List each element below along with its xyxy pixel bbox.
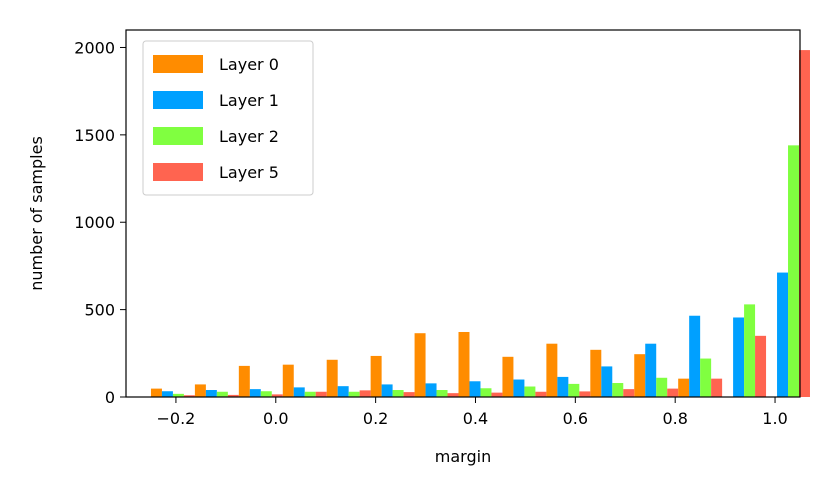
y-tick-label: 0 (105, 388, 115, 407)
bar-layer-0-bin-12 (678, 378, 690, 397)
y-tick-label: 1500 (74, 126, 115, 145)
bar-layer-1-bin-4 (337, 386, 349, 397)
bar-layer-5-bin-2 (271, 394, 283, 397)
bar-layer-2-bin-13 (744, 304, 756, 397)
x-tick-label: 0.8 (662, 409, 687, 428)
bar-layer-5-bin-12 (711, 378, 723, 397)
bar-layer-2-bin-2 (260, 391, 272, 397)
bar-layer-5-bin-4 (359, 390, 371, 397)
bar-layer-1-bin-7 (469, 381, 481, 397)
bar-layer-0-bin-5 (370, 355, 382, 397)
legend-label: Layer 0 (219, 55, 279, 74)
bar-layer-5-bin-3 (315, 391, 327, 397)
bar-layer-2-bin-9 (568, 383, 580, 397)
bar-layer-1-bin-8 (513, 379, 525, 397)
y-axis: 0 500 1000 1500 2000 (74, 38, 126, 407)
bar-layer-5-bin-1 (227, 394, 239, 397)
bar-layer-0-bin-3 (282, 364, 294, 397)
bar-layer-1-bin-9 (557, 376, 569, 397)
legend-swatch (153, 127, 203, 145)
x-tick-label: 0.2 (363, 409, 388, 428)
bar-layer-5-bin-6 (447, 393, 459, 397)
legend-label: Layer 2 (219, 127, 279, 146)
x-tick-label: 1.0 (762, 409, 787, 428)
bar-layer-1-bin-11 (645, 343, 657, 397)
bar-layer-2-bin-10 (612, 383, 624, 397)
legend-swatch (153, 91, 203, 109)
bar-layer-1-bin-10 (601, 366, 613, 397)
y-tick-label: 2000 (74, 38, 115, 57)
plot-frame (125, 29, 801, 398)
bar-layer-2-bin-8 (524, 386, 536, 397)
bar-layer-2-bin-14 (788, 145, 800, 397)
bar-layer-0-bin-9 (546, 343, 558, 397)
bar-layer-0-bin-2 (238, 365, 250, 397)
bar-layer-0-bin-7 (458, 331, 470, 397)
bar-layer-0-bin-8 (502, 356, 514, 397)
bar-layer-0-bin-10 (590, 349, 602, 397)
bar-layer-2-bin-4 (348, 391, 360, 397)
y-tick-label: 1000 (74, 213, 115, 232)
bars-group (150, 50, 810, 397)
legend: Layer 0 Layer 1 Layer 2 Layer 5 (142, 40, 314, 196)
bar-layer-1-bin-0 (161, 391, 173, 397)
bar-layer-5-bin-10 (623, 389, 635, 397)
bar-layer-2-bin-0 (172, 393, 184, 397)
x-tick-label: 0.6 (563, 409, 588, 428)
bar-layer-0-bin-1 (194, 384, 206, 397)
bar-layer-1-bin-1 (205, 390, 217, 397)
bar-layer-5-bin-7 (491, 392, 503, 397)
bar-layer-0-bin-0 (150, 388, 162, 397)
bar-layer-5-bin-11 (667, 388, 679, 397)
y-tick-label: 500 (84, 301, 115, 320)
bar-layer-1-bin-14 (777, 272, 789, 397)
legend-frame (142, 40, 314, 196)
bar-layer-2-bin-12 (700, 358, 712, 397)
bar-layer-2-bin-7 (480, 388, 492, 397)
x-axis-label: margin (435, 447, 491, 466)
bar-layer-1-bin-6 (425, 383, 437, 397)
x-axis: −0.2 0.0 0.2 0.4 0.6 0.8 1.0 (156, 397, 788, 428)
bar-layer-5-bin-14 (799, 50, 810, 397)
x-tick-label: 0.4 (463, 409, 488, 428)
legend-label: Layer 1 (219, 91, 279, 110)
bar-layer-1-bin-12 (689, 315, 701, 397)
bar-layer-2-bin-5 (392, 390, 404, 397)
legend-swatch (153, 163, 203, 181)
bar-layer-5-bin-5 (403, 392, 415, 397)
bar-layer-2-bin-11 (656, 377, 668, 397)
x-tick-label: 0.0 (263, 409, 288, 428)
bar-layer-5-bin-13 (755, 335, 767, 397)
bar-layer-1-bin-13 (733, 317, 745, 397)
bar-layer-2-bin-1 (216, 391, 228, 397)
bar-layer-0-bin-6 (414, 333, 426, 397)
bar-layer-1-bin-3 (293, 387, 305, 397)
bar-layer-0-bin-4 (326, 359, 338, 397)
legend-swatch (153, 55, 203, 73)
bar-layer-5-bin-0 (183, 395, 195, 397)
legend-label: Layer 5 (219, 163, 279, 182)
bar-layer-1-bin-2 (249, 389, 261, 397)
bar-layer-0-bin-11 (634, 354, 646, 397)
bar-layer-5-bin-9 (579, 391, 591, 397)
y-axis-label: number of samples (27, 136, 46, 291)
bar-layer-2-bin-6 (436, 390, 448, 397)
bar-layer-5-bin-8 (535, 391, 547, 397)
bar-layer-1-bin-5 (381, 384, 393, 397)
x-tick-label: −0.2 (156, 409, 195, 428)
bar-layer-2-bin-3 (304, 391, 316, 397)
